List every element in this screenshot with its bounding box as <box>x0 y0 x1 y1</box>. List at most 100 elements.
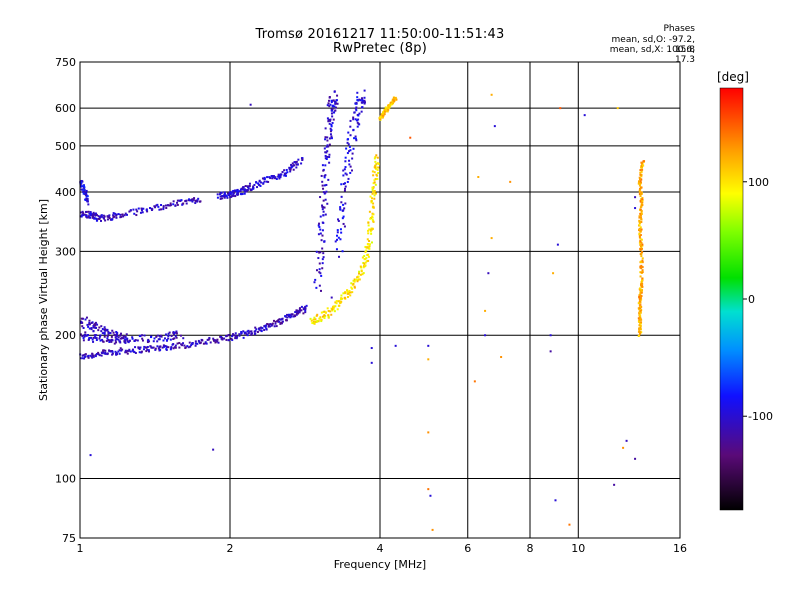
data-point <box>232 189 235 192</box>
data-point <box>189 199 192 202</box>
data-point <box>261 327 264 330</box>
data-point <box>639 247 642 250</box>
data-point <box>354 107 357 110</box>
data-point <box>634 207 637 210</box>
data-point <box>353 137 356 140</box>
data-point <box>351 157 354 160</box>
data-point <box>113 333 116 336</box>
colorbar-ticks: 100 0 -100 <box>743 176 773 423</box>
data-point <box>331 115 334 118</box>
data-point <box>103 331 106 334</box>
data-point <box>122 215 125 218</box>
data-point <box>85 189 88 192</box>
data-point <box>334 102 337 105</box>
data-point <box>330 112 333 115</box>
data-point <box>387 108 390 111</box>
data-point <box>641 271 644 274</box>
data-point <box>638 300 641 303</box>
data-point <box>91 352 94 355</box>
data-point <box>181 203 184 206</box>
data-point <box>175 331 178 334</box>
data-point <box>326 150 329 153</box>
data-point <box>322 221 325 224</box>
data-point <box>279 176 282 179</box>
data-point <box>297 310 300 313</box>
data-point <box>167 335 170 338</box>
data-point <box>641 196 644 199</box>
data-point <box>302 312 305 315</box>
data-point <box>429 494 432 497</box>
data-point <box>103 335 106 338</box>
data-point <box>287 315 290 318</box>
data-point <box>339 206 342 209</box>
data-point <box>266 176 269 179</box>
data-point <box>344 156 347 159</box>
data-point <box>301 157 304 160</box>
data-point <box>165 346 168 349</box>
data-point <box>329 119 332 122</box>
data-point <box>285 168 288 171</box>
y-tick-label: 750 <box>55 56 76 69</box>
data-point <box>148 340 151 343</box>
data-point <box>92 340 95 343</box>
data-point <box>342 174 345 177</box>
data-point <box>409 136 412 139</box>
data-point <box>376 162 379 165</box>
data-point <box>178 346 181 349</box>
phase-heading: Phases <box>663 24 695 34</box>
data-point <box>640 162 643 165</box>
data-point <box>333 310 336 313</box>
data-point <box>197 339 200 342</box>
data-point <box>145 209 148 212</box>
data-point <box>322 187 325 190</box>
data-point <box>322 256 325 259</box>
data-point <box>334 240 337 243</box>
data-point <box>319 289 322 292</box>
y-tick-label: 300 <box>55 245 76 258</box>
data-point <box>162 339 165 342</box>
data-point <box>335 99 338 102</box>
data-point <box>638 228 641 231</box>
data-point <box>142 207 145 210</box>
data-point <box>102 340 105 343</box>
data-point <box>334 106 337 109</box>
data-point <box>362 266 365 269</box>
data-point <box>634 196 637 199</box>
data-point <box>123 340 126 343</box>
data-point <box>639 243 642 246</box>
data-point <box>234 337 237 340</box>
data-point <box>87 215 90 218</box>
data-point <box>640 216 643 219</box>
data-point <box>250 330 253 333</box>
data-point <box>160 335 163 338</box>
data-point <box>98 335 101 338</box>
data-point <box>639 292 642 295</box>
data-point <box>359 273 362 276</box>
data-point <box>318 284 321 287</box>
data-point <box>168 204 171 207</box>
data-point <box>368 228 371 231</box>
data-point <box>161 346 164 349</box>
data-point <box>616 107 619 110</box>
data-point <box>82 214 85 217</box>
data-point <box>373 197 376 200</box>
data-point <box>86 334 89 337</box>
y-axis-label: Stationary phase Virtual Height [km] <box>37 199 50 401</box>
data-point <box>613 483 616 486</box>
data-point <box>625 439 628 442</box>
data-point <box>86 323 89 326</box>
data-point <box>81 188 84 191</box>
data-point <box>250 333 253 336</box>
data-point <box>101 351 104 354</box>
data-point <box>131 348 134 351</box>
data-point <box>368 210 371 213</box>
data-point <box>103 333 106 336</box>
grid-layer <box>80 62 680 538</box>
data-point <box>339 298 342 301</box>
data-point <box>139 211 142 214</box>
data-point <box>344 202 347 205</box>
data-point <box>237 190 240 193</box>
data-point <box>637 180 640 183</box>
data-point <box>376 177 379 180</box>
data-point <box>93 326 96 329</box>
